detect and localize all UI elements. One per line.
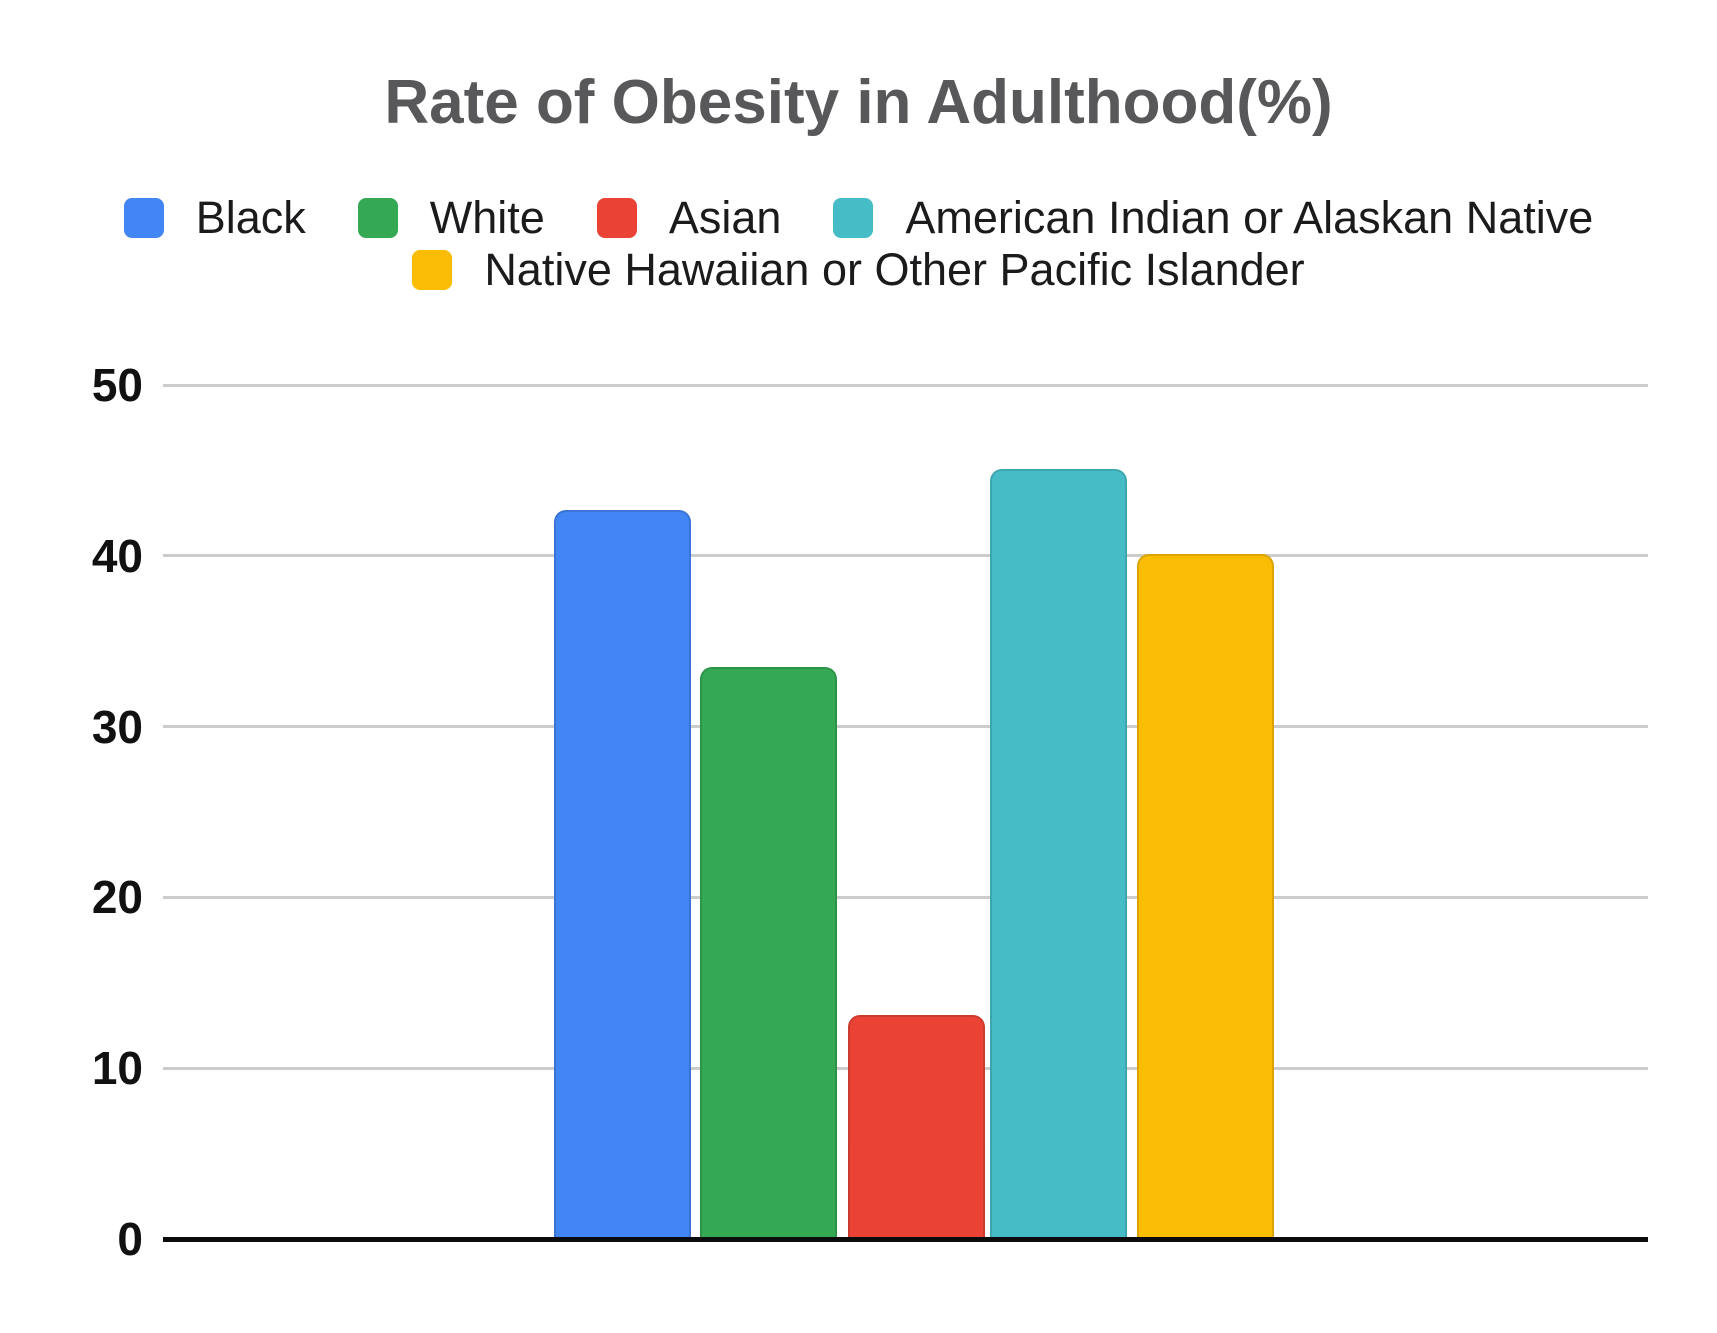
legend-label: White [429, 192, 545, 243]
gridline-20 [163, 895, 1648, 899]
bar-asian [848, 1015, 985, 1239]
x-axis-line [163, 1237, 1648, 1242]
gridline-30 [163, 725, 1648, 729]
legend-item-asian: Asian [596, 192, 782, 243]
chart-title: Rate of Obesity in Adulthood(%) [384, 68, 1333, 137]
bar-white [700, 666, 837, 1239]
bar-american-indian-or-alaskan-native [990, 468, 1127, 1239]
bar-black [554, 509, 691, 1239]
legend-label: American Indian or Alaskan Native [905, 192, 1594, 243]
legend-swatch-black [123, 198, 164, 238]
y-axis-tick-label-0: 0 [117, 1213, 143, 1265]
gridline-50 [163, 383, 1648, 387]
y-axis-tick-label-50: 50 [91, 359, 143, 411]
legend-label: Black [195, 192, 306, 243]
legend-item-american-indian-or-alaskan-native: American Indian or Alaskan Native [833, 192, 1594, 243]
legend-item-white: White [357, 192, 545, 243]
legend-swatch-native-hawaiian-or-other-pacific-islander [412, 250, 453, 290]
legend-label: Native Hawaiian or Other Pacific Islande… [484, 244, 1305, 295]
bar-native-hawaiian-or-other-pacific-islander [1137, 554, 1274, 1239]
legend-swatch-american-indian-or-alaskan-native [833, 198, 874, 238]
legend-label: Asian [668, 192, 782, 243]
legend-row-2: Native Hawaiian or Other Pacific Islande… [0, 244, 1717, 295]
gridline-40 [163, 554, 1648, 558]
legend-item-native-hawaiian-or-other-pacific-islander: Native Hawaiian or Other Pacific Islande… [412, 244, 1305, 295]
y-axis-tick-label-20: 20 [91, 871, 143, 924]
legend-swatch-asian [596, 198, 637, 238]
legend-swatch-white [357, 198, 398, 238]
y-axis-tick-label-40: 40 [91, 529, 143, 582]
y-axis-tick-label-10: 10 [91, 1042, 143, 1095]
legend-row-1: Black White Asian American Indian or Alaska… [0, 192, 1717, 243]
plot-area [163, 383, 1648, 1242]
legend-item-black: Black [123, 192, 306, 243]
y-axis-tick-label-30: 30 [91, 700, 143, 753]
